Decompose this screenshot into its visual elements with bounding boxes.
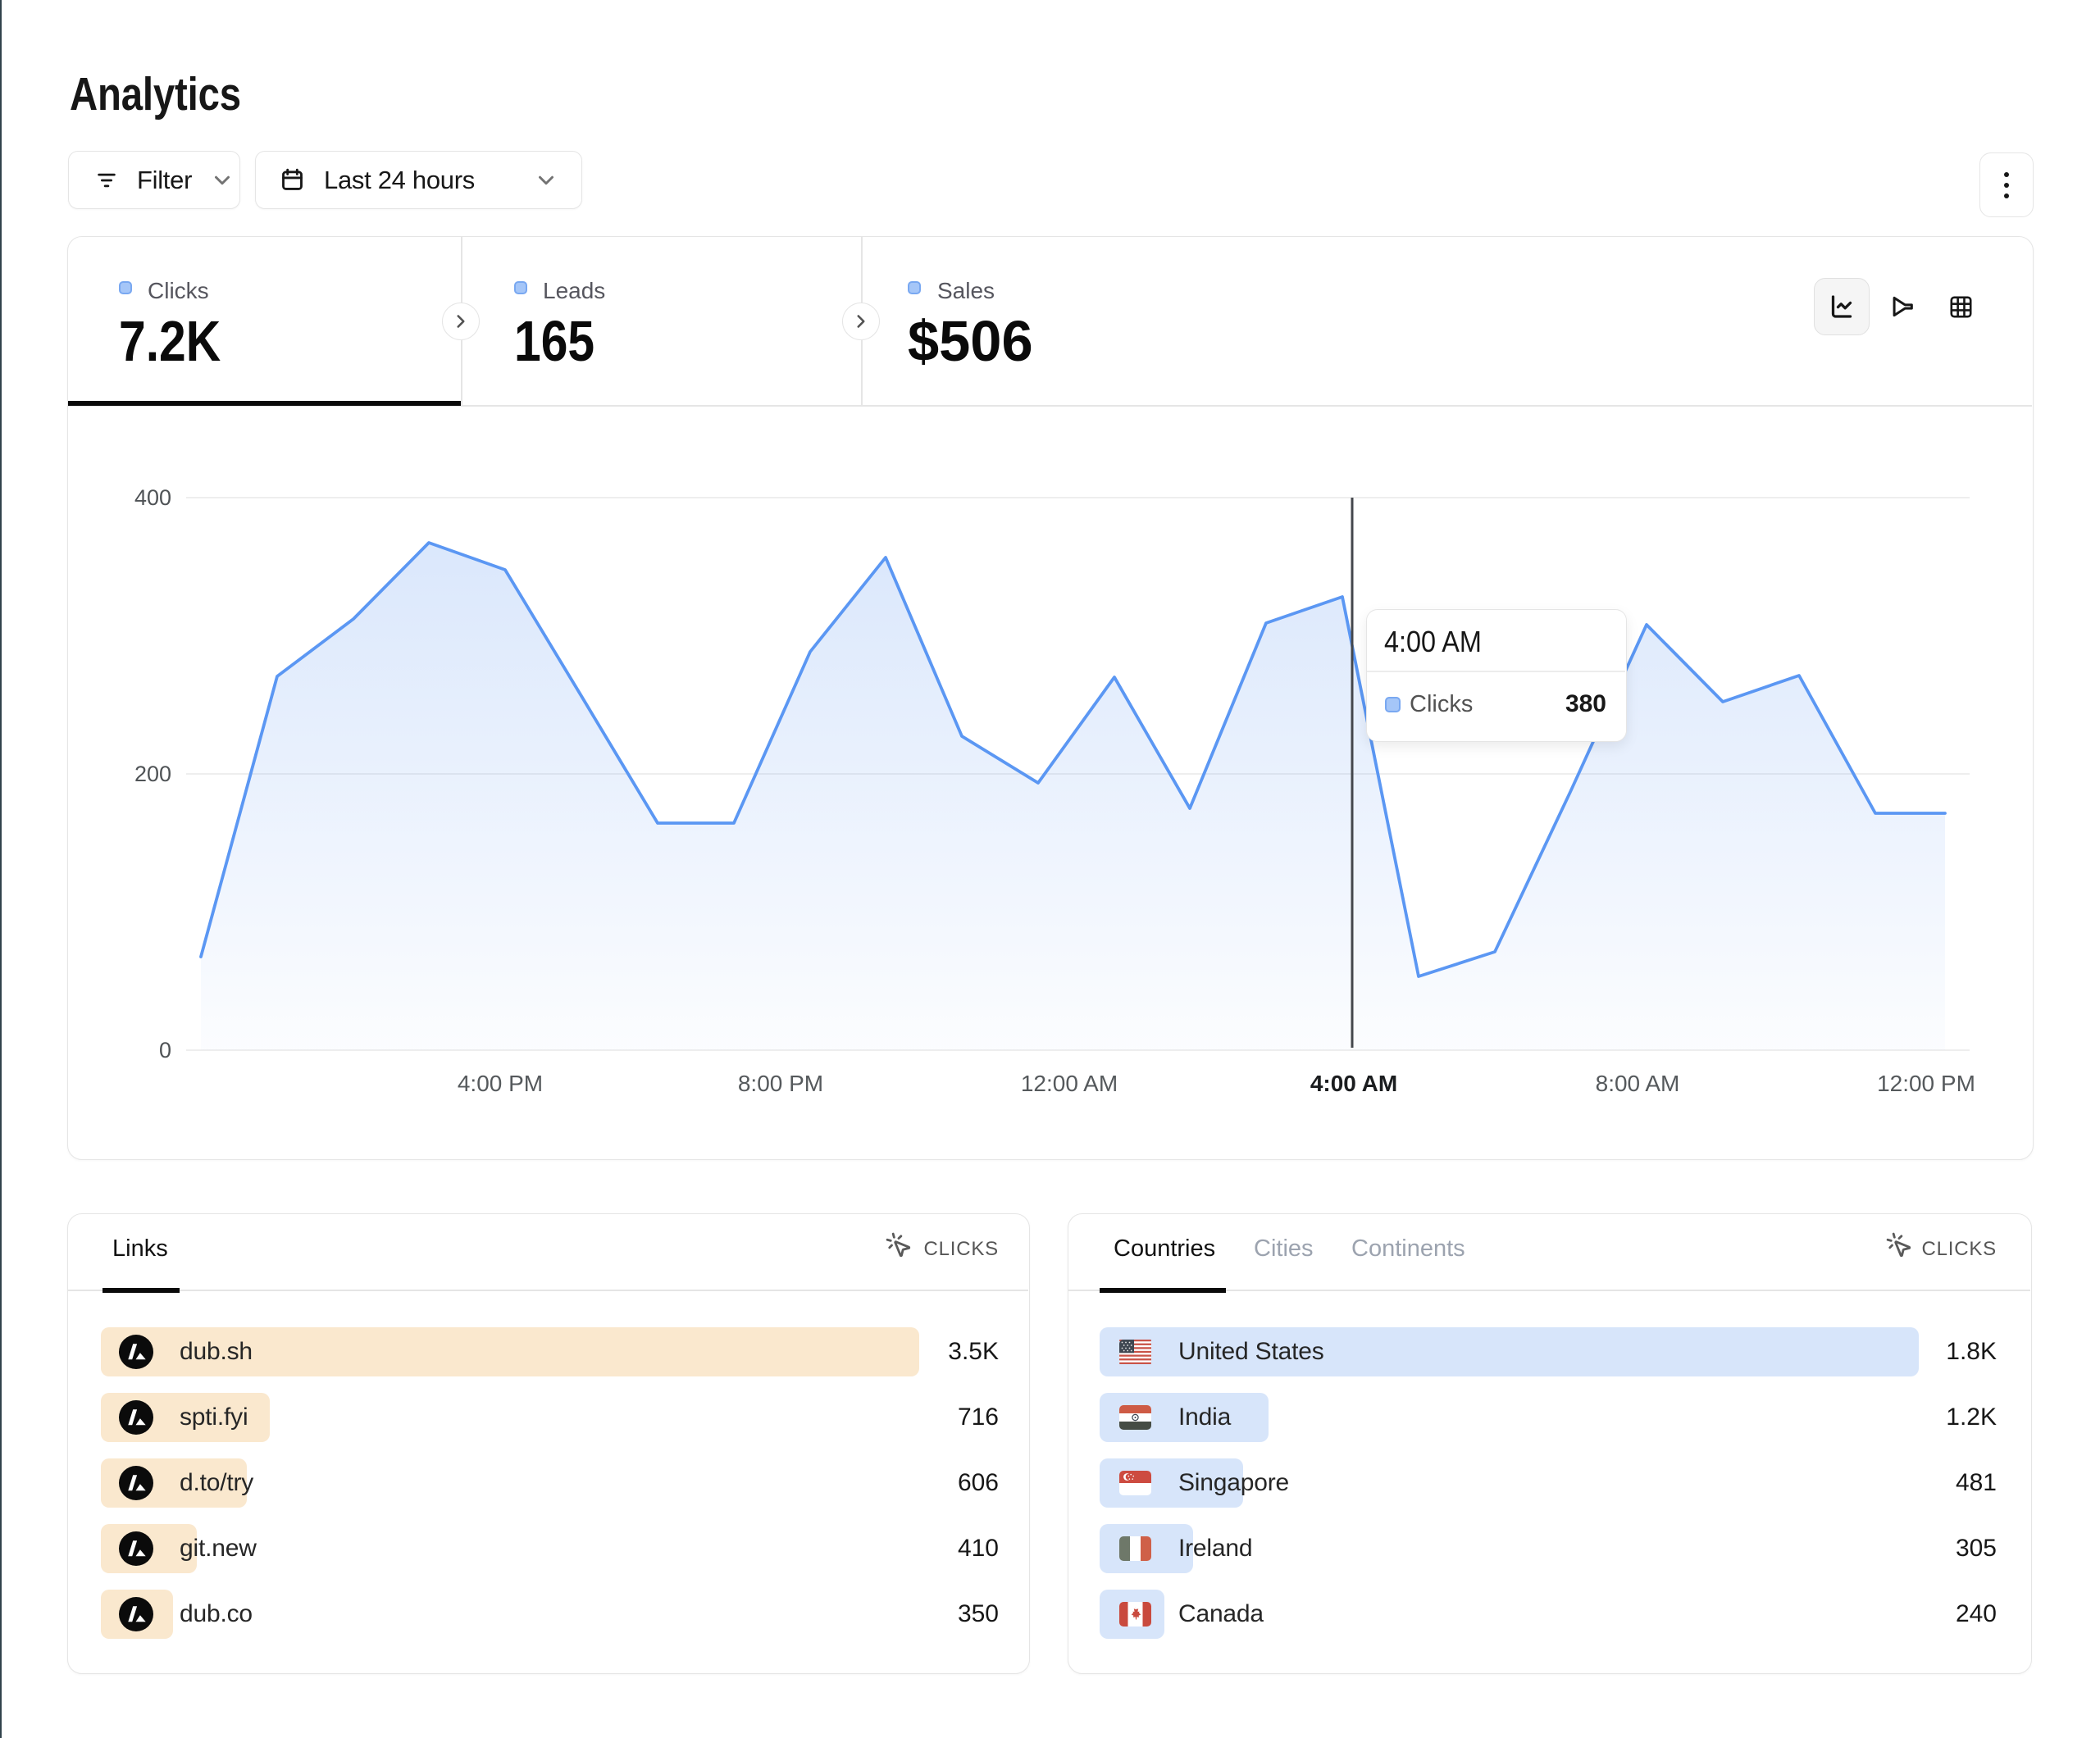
svg-text:400: 400	[134, 485, 171, 510]
svg-text:4:00 AM: 4:00 AM	[1310, 1071, 1397, 1096]
svg-text:4:00 PM: 4:00 PM	[458, 1071, 543, 1096]
svg-text:200: 200	[134, 762, 171, 786]
svg-text:8:00 PM: 8:00 PM	[738, 1071, 823, 1096]
svg-text:0: 0	[159, 1038, 171, 1062]
svg-text:12:00 AM: 12:00 AM	[1021, 1071, 1118, 1096]
svg-text:12:00 PM: 12:00 PM	[1877, 1071, 1975, 1096]
svg-text:8:00 AM: 8:00 AM	[1596, 1071, 1680, 1096]
